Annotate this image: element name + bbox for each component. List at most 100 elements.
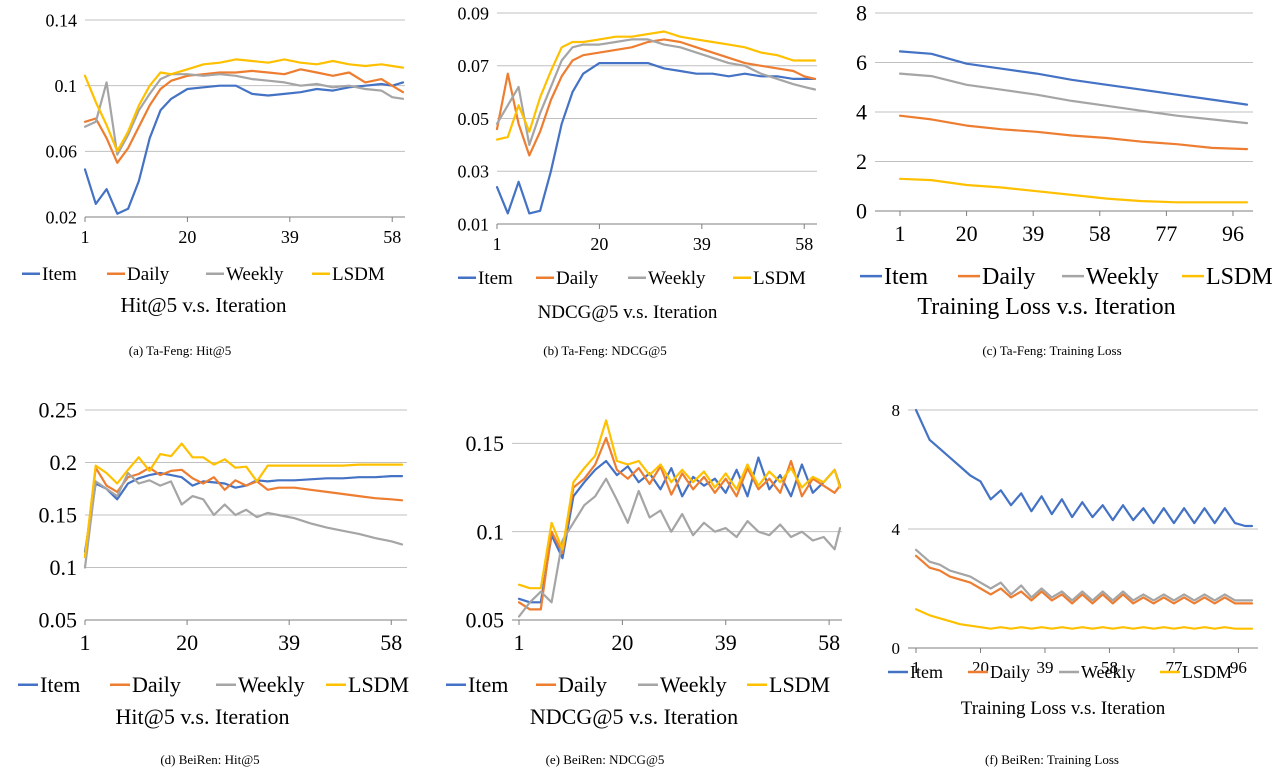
series-line-lsdm (83, 58, 405, 153)
chart-title: NDCG@5 v.s. Iteration (530, 704, 738, 729)
x-tick-label: 96 (1230, 658, 1247, 677)
series-line-item (83, 471, 404, 553)
x-tick-label: 58 (1089, 221, 1111, 246)
legend-label-lsdm: LSDM (332, 264, 385, 285)
y-tick-label: 0.15 (466, 431, 505, 456)
caption-c: (c) Ta-Feng: Training Loss (982, 343, 1122, 358)
chart-title: Hit@5 v.s. Iteration (120, 293, 287, 317)
legend-label-item: Item (468, 672, 508, 697)
x-tick-label: 39 (278, 630, 300, 655)
x-tick-label: 77 (1165, 658, 1183, 677)
caption-b: (b) Ta-Feng: NDCG@5 (543, 343, 667, 358)
x-tick-label: 39 (1022, 221, 1044, 246)
caption-e: (e) BeiRen: NDCG@5 (545, 752, 665, 767)
subplot-a: 0.02 0.06 0.1 0.14 1 20 39 58 Item Daily Weekly LSD… (0, 0, 425, 385)
series-line-item (517, 456, 842, 604)
series-line-weekly (83, 73, 405, 156)
legend-label-weekly: Weekly (226, 264, 284, 285)
chart-a: 0.02 0.06 0.1 0.14 1 20 39 58 Item Daily Weekly LSD… (22, 10, 405, 317)
subplot-e: 0.05 0.1 0.15 1 20 39 58 Item Daily Weekly LSDM NDC… (425, 390, 850, 771)
series-line-weekly (914, 548, 1254, 602)
series-line-daily (83, 68, 405, 164)
y-tick-label: 0.02 (46, 207, 78, 227)
legend-label-lsdm: LSDM (769, 672, 830, 697)
legend-label-item: Item (42, 264, 77, 285)
y-tick-label: 0 (892, 639, 901, 658)
legend-label-weekly: Weekly (238, 672, 305, 697)
subplot-d: 0.05 0.1 0.15 0.2 0.25 1 20 39 58 Item Daily Weekly… (0, 390, 425, 771)
legend-label-daily: Daily (982, 264, 1035, 290)
legend-label-lsdm: LSDM (753, 268, 806, 289)
y-tick-label: 4 (892, 520, 901, 539)
series-line-daily (898, 114, 1249, 151)
y-tick-label: 0.03 (458, 162, 490, 182)
legend-label-daily: Daily (556, 268, 599, 289)
x-tick-label: 1 (81, 227, 90, 247)
chart-title: NDCG@5 v.s. Iteration (538, 302, 718, 323)
y-tick-label: 0.05 (466, 608, 505, 633)
series-line-lsdm (898, 177, 1249, 204)
x-tick-label: 20 (972, 658, 989, 677)
y-tick-label: 0.07 (458, 56, 490, 76)
series-line-weekly (83, 471, 404, 569)
chart-title: Training Loss v.s. Iteration (917, 294, 1175, 320)
x-tick-label: 39 (281, 227, 299, 247)
series-line-item (495, 61, 817, 215)
series-line-item (898, 50, 1249, 106)
chart-title: Hit@5 v.s. Iteration (115, 704, 289, 729)
legend-label-item: Item (910, 662, 943, 682)
y-tick-label: 0.1 (50, 555, 78, 580)
caption-a: (a) Ta-Feng: Hit@5 (128, 343, 232, 358)
x-tick-label: 96 (1222, 221, 1244, 246)
y-tick-label: 0.14 (46, 10, 78, 30)
series-line-lsdm (495, 30, 817, 141)
x-tick-label: 1 (514, 630, 525, 655)
x-tick-label: 58 (818, 630, 840, 655)
x-tick-label: 20 (956, 221, 978, 246)
series-line-lsdm (517, 419, 842, 590)
x-tick-label: 39 (715, 630, 737, 655)
x-tick-label: 20 (611, 630, 633, 655)
x-tick-label: 58 (380, 630, 402, 655)
x-tick-label: 58 (1101, 658, 1118, 677)
series-line-item (914, 408, 1254, 528)
x-tick-label: 1 (80, 630, 91, 655)
series-line-lsdm (83, 442, 404, 559)
chart-d: 0.05 0.1 0.15 0.2 0.25 1 20 39 58 Item Daily Weekly… (18, 398, 409, 729)
chart-title: Training Loss v.s. Iteration (961, 698, 1166, 719)
y-tick-label: 0.01 (458, 214, 490, 234)
y-tick-label: 0.1 (477, 519, 505, 544)
legend-label-lsdm: LSDM (1206, 264, 1273, 290)
y-tick-label: 0.25 (39, 398, 78, 423)
y-tick-label: 0 (856, 199, 867, 224)
x-tick-label: 20 (176, 630, 198, 655)
x-tick-label: 1 (493, 234, 502, 254)
subplot-c: 0 2 4 6 8 1 20 39 58 77 96 Item Daily Weekly LSDM Train… (850, 0, 1274, 385)
y-tick-label: 0.06 (46, 142, 78, 162)
series-line-lsdm (914, 608, 1254, 630)
series-line-item (83, 81, 405, 215)
series-line-weekly (517, 477, 842, 618)
legend-label-item: Item (478, 268, 513, 289)
legend-label-item: Item (40, 672, 80, 697)
y-tick-label: 0.2 (50, 450, 78, 475)
y-tick-label: 8 (892, 401, 901, 420)
legend-label-lsdm: LSDM (1182, 662, 1232, 682)
y-tick-label: 0.15 (39, 503, 78, 528)
y-tick-label: 6 (856, 50, 867, 75)
series-line-daily (914, 554, 1254, 605)
chart-e: 0.05 0.1 0.15 1 20 39 58 Item Daily Weekly LSDM NDC… (446, 419, 842, 729)
legend-label-weekly: Weekly (660, 672, 727, 697)
x-tick-label: 20 (590, 234, 608, 254)
x-tick-label: 20 (178, 227, 196, 247)
chart-f: 0 4 8 1 20 39 58 77 96 Item Daily Weekly LSDM Trainin… (888, 401, 1258, 719)
chart-b: 0.01 0.03 0.05 0.07 0.09 1 20 39 58 Item Daily Week… (458, 3, 817, 323)
chart-c: 0 2 4 6 8 1 20 39 58 77 96 Item Daily Weekly LSDM Train… (856, 1, 1273, 320)
series-line-weekly (495, 38, 817, 146)
y-tick-label: 0.1 (55, 76, 78, 96)
legend-label-weekly: Weekly (1081, 662, 1136, 682)
y-tick-label: 0.05 (39, 608, 78, 633)
x-tick-label: 58 (383, 227, 401, 247)
series-line-daily (495, 38, 817, 157)
